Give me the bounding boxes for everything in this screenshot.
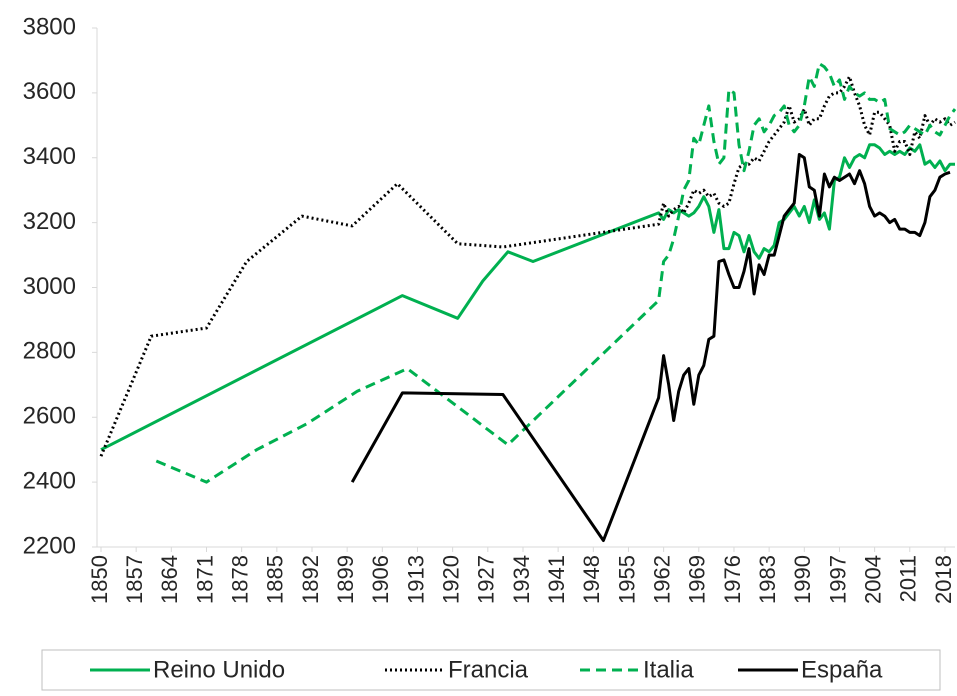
series-line xyxy=(99,75,956,457)
x-tick-label: 1990 xyxy=(790,555,815,604)
y-tick-label: 2400 xyxy=(23,467,76,494)
x-tick-label: 1892 xyxy=(298,555,323,604)
x-tick-label: 1976 xyxy=(720,555,745,604)
y-tick-label: 3400 xyxy=(23,143,76,170)
x-tick-label: 1899 xyxy=(333,555,358,604)
legend-label: Italia xyxy=(643,656,694,683)
x-tick-label: 1906 xyxy=(368,555,393,604)
series-line xyxy=(350,153,951,542)
series-line xyxy=(100,143,955,452)
x-tick-label: 1969 xyxy=(685,555,710,604)
series-line xyxy=(155,62,957,484)
x-tick-label: 2004 xyxy=(860,555,885,604)
y-tick-label: 2200 xyxy=(23,532,76,559)
x-tick-label: 1850 xyxy=(87,555,112,604)
y-tick-label: 2800 xyxy=(23,338,76,365)
x-tick-label: 1871 xyxy=(192,555,217,604)
x-tick-label: 1857 xyxy=(122,555,147,604)
legend-label: España xyxy=(801,656,883,683)
y-tick-label: 2600 xyxy=(23,403,76,430)
legend-label: Francia xyxy=(448,656,529,683)
x-tick-label: 1878 xyxy=(227,555,252,604)
y-tick-label: 3000 xyxy=(23,273,76,300)
x-tick-label: 1948 xyxy=(579,555,604,604)
x-tick-label: 1934 xyxy=(509,555,534,604)
y-tick-label: 3800 xyxy=(23,13,76,40)
x-tick-label: 1885 xyxy=(263,555,288,604)
x-tick-label: 1864 xyxy=(157,555,182,604)
x-tick-label: 1941 xyxy=(544,555,569,604)
x-tick-label: 1955 xyxy=(614,555,639,604)
legend-label: Reino Unido xyxy=(153,656,285,683)
x-tick-label: 1997 xyxy=(825,555,850,604)
y-tick-label: 3600 xyxy=(23,78,76,105)
x-tick-label: 1927 xyxy=(474,555,499,604)
x-tick-label: 1983 xyxy=(755,555,780,604)
x-tick-label: 2018 xyxy=(931,555,956,604)
x-tick-label: 1920 xyxy=(438,555,463,604)
x-tick-label: 1962 xyxy=(649,555,674,604)
y-tick-label: 3200 xyxy=(23,208,76,235)
x-tick-label: 2011 xyxy=(896,555,921,602)
x-tick-label: 1913 xyxy=(403,555,428,604)
